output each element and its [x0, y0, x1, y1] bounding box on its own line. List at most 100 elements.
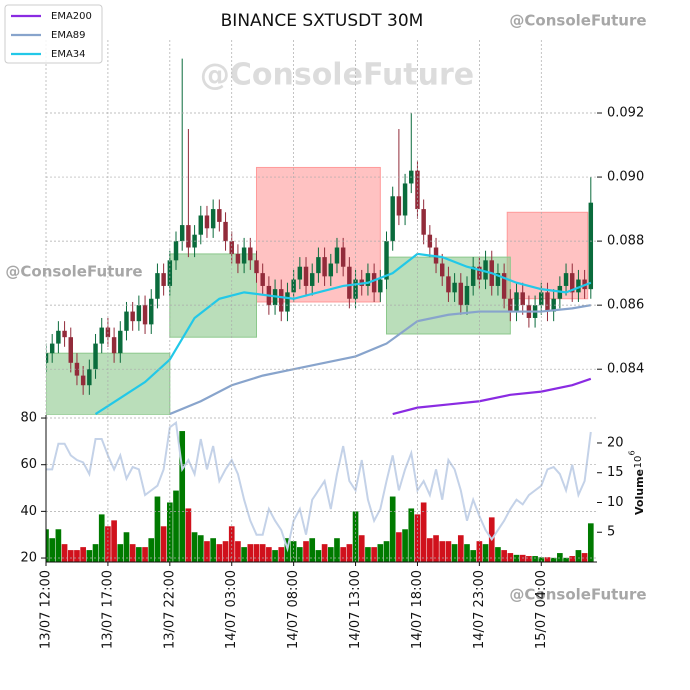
volume-bar	[396, 532, 402, 562]
volume-bar	[427, 538, 433, 562]
candle-body	[142, 305, 148, 325]
volume-bar	[278, 547, 285, 562]
candle-body	[316, 257, 321, 274]
legend-box	[4, 4, 103, 64]
candle-body	[68, 337, 73, 363]
y-tick-label: 0.086	[607, 298, 644, 313]
candle-body	[198, 215, 204, 235]
candle-body	[179, 225, 185, 242]
volume-bar	[321, 544, 328, 562]
candle-body	[118, 330, 123, 354]
volume-bar	[557, 553, 563, 562]
candle-body	[501, 273, 507, 299]
candle-body	[279, 289, 284, 312]
rsi-line	[46, 420, 592, 553]
volume-bar	[402, 529, 408, 562]
x-tick-label: 14/07 18:00	[410, 570, 425, 649]
candle-body	[365, 273, 371, 286]
volume-tick-label: 5	[607, 525, 615, 540]
volume-bar	[123, 532, 130, 562]
volume-bar	[383, 541, 390, 562]
candle-body	[161, 273, 166, 286]
watermark: @ConsoleFuture	[509, 12, 646, 30]
volume-bar	[197, 535, 204, 562]
candle-body	[248, 247, 253, 261]
volume-bar	[241, 547, 247, 562]
candle-body	[285, 292, 290, 312]
candle-body	[334, 247, 340, 264]
volume-bar	[111, 520, 117, 562]
x-tick-label: 14/07 03:00	[224, 570, 239, 649]
candle-body	[545, 292, 550, 312]
candle-body	[514, 292, 519, 312]
volume-bar	[67, 550, 74, 562]
y-tick-label: 0.084	[607, 362, 644, 377]
volume-bar	[464, 544, 470, 562]
candle-body	[136, 305, 142, 322]
volume-bar	[46, 529, 49, 562]
x-tick-label: 15/07 04:00	[534, 570, 549, 649]
volume-multiplier-exponent: 6	[628, 450, 637, 455]
volume-bar	[544, 557, 551, 562]
candle-body	[402, 183, 408, 216]
x-tick-label: 14/07 08:00	[286, 570, 301, 649]
candle-body	[570, 273, 575, 293]
volume-bar	[117, 544, 124, 562]
candle-body	[204, 215, 210, 229]
candle-body	[576, 279, 581, 293]
volume-bar	[420, 502, 427, 562]
legend-label: EMA200	[51, 11, 92, 22]
legend-label: EMA89	[51, 30, 86, 41]
chart-title: BINANCE SXTUSDT 30M	[221, 11, 424, 31]
volume-bar	[315, 550, 322, 562]
y-tick-label: 0.090	[607, 170, 644, 185]
volume-bar	[389, 496, 396, 562]
watermark: @ConsoleFuture	[509, 586, 646, 604]
volume-bar	[303, 541, 309, 562]
candle-body	[254, 260, 259, 274]
candle-body	[303, 266, 309, 286]
x-tick-label: 14/07 13:00	[348, 570, 363, 649]
volume-bar	[495, 547, 501, 562]
volume-bar	[148, 538, 155, 562]
x-tick-label: 13/07 22:00	[162, 570, 177, 649]
y-tick-label: 0.092	[607, 106, 644, 121]
candle-body	[551, 298, 556, 312]
candle-body	[241, 247, 247, 264]
volume-bar	[501, 550, 507, 562]
candle-body	[421, 209, 426, 235]
volume-bar	[563, 557, 569, 562]
candle-body	[340, 247, 346, 267]
line-series	[169, 304, 591, 415]
volume-bar	[575, 550, 582, 562]
candle-body	[452, 282, 457, 293]
volume-bar	[538, 557, 545, 562]
volume-bar	[532, 556, 538, 562]
candle-body	[483, 260, 488, 280]
volume-bar	[358, 535, 365, 562]
volume-bar	[340, 547, 346, 562]
volume-bar	[185, 508, 192, 562]
volume-bar	[98, 514, 105, 562]
volume-bar	[253, 544, 260, 562]
candle-body	[563, 273, 569, 286]
volume-bar	[470, 550, 477, 562]
candle-body	[229, 241, 234, 254]
volume-bar	[191, 532, 198, 562]
volume-bar	[346, 544, 353, 562]
volume-bar	[80, 547, 86, 562]
volume-bar	[377, 544, 384, 562]
volume-tick-label: 15	[607, 465, 624, 480]
candle-body	[390, 196, 395, 242]
candle-body	[309, 273, 315, 286]
rsi-tick-label: 60	[20, 457, 37, 472]
candle-body	[446, 276, 451, 293]
volume-bar	[179, 431, 186, 562]
candle-body	[384, 241, 389, 280]
candle-body	[588, 202, 594, 290]
volume-bar	[365, 547, 371, 562]
candle-body	[74, 362, 80, 376]
x-tick-label: 14/07 23:00	[472, 570, 487, 649]
volume-bar	[92, 544, 99, 562]
